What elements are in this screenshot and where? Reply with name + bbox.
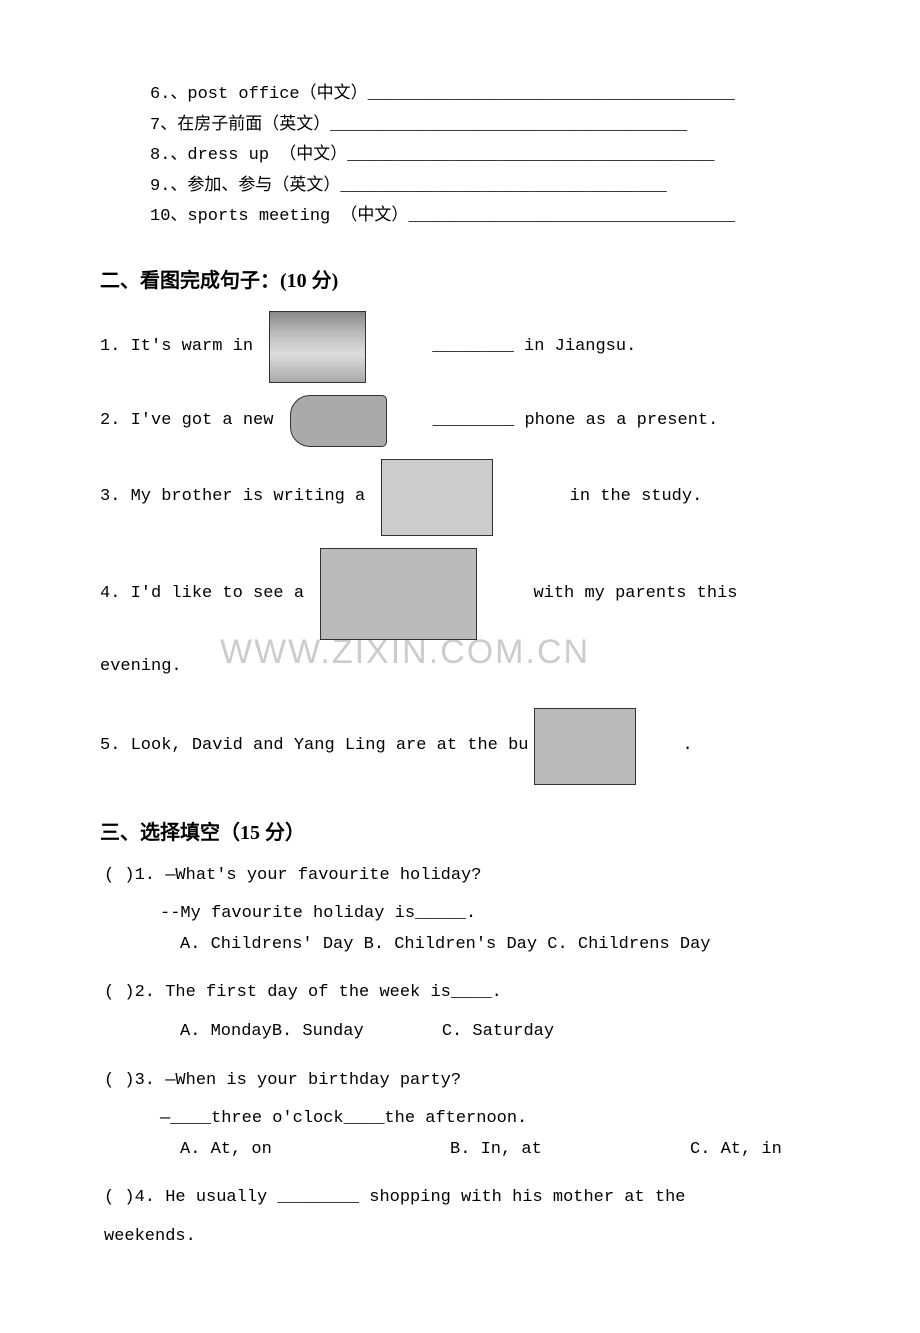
mc-q4-tail: weekends. — [104, 1222, 830, 1253]
section2-title: 二、看图完成句子：(10 分) — [100, 263, 830, 299]
mc-q3-opts: A. At, on B. In, at C. At, in — [180, 1135, 830, 1166]
sentence-2: 2. I've got a new ________ phone as a pr… — [100, 395, 830, 447]
mc-q1: ( )1. —What's your favourite holiday? — [104, 861, 830, 892]
mc-q1-opts: A. Childrens' Day B. Children's Day C. C… — [180, 930, 830, 961]
sentence-4: 4. I'd like to see a with my parents thi… — [100, 548, 830, 640]
study-image — [381, 459, 493, 536]
phone-image — [290, 395, 387, 447]
translation-item-9: 9.、参加、参与（英文）____________________________… — [100, 172, 830, 203]
translation-item-10: 10、sports meeting （中文）__________________… — [100, 202, 830, 233]
mc-q1-sub: --My favourite holiday is_____. — [160, 899, 830, 930]
sentence-4-tail: evening. — [100, 652, 830, 683]
sentence-1: 1. It's warm in ________ in Jiangsu. — [100, 311, 830, 383]
translation-item-6: 6.、post office（中文）______________________… — [100, 80, 830, 111]
mc-q3: ( )3. —When is your birthday party? — [104, 1066, 830, 1097]
movie-image — [320, 548, 477, 640]
section3-title: 三、选择填空（15 分） — [100, 815, 830, 851]
translation-list: 6.、post office（中文）______________________… — [100, 80, 830, 233]
mc-q2-opts: A. Monday B. Sunday C. Saturday — [180, 1017, 830, 1048]
mc-q3-sub: —____three o'clock____the afternoon. — [160, 1104, 830, 1135]
bus-image — [534, 708, 636, 785]
sentence-3: 3. My brother is writing a in the study. — [100, 459, 830, 536]
spring-image — [269, 311, 366, 383]
mc-q2: ( )2. The first day of the week is____. — [104, 978, 830, 1009]
translation-item-8: 8.、dress up （中文）________________________… — [100, 141, 830, 172]
mc-q4: ( )4. He usually ________ shopping with … — [104, 1183, 830, 1214]
sentence-5: 5. Look, David and Yang Ling are at the … — [100, 708, 830, 785]
translation-item-7: 7、在房子前面（英文）_____________________________… — [100, 111, 830, 142]
